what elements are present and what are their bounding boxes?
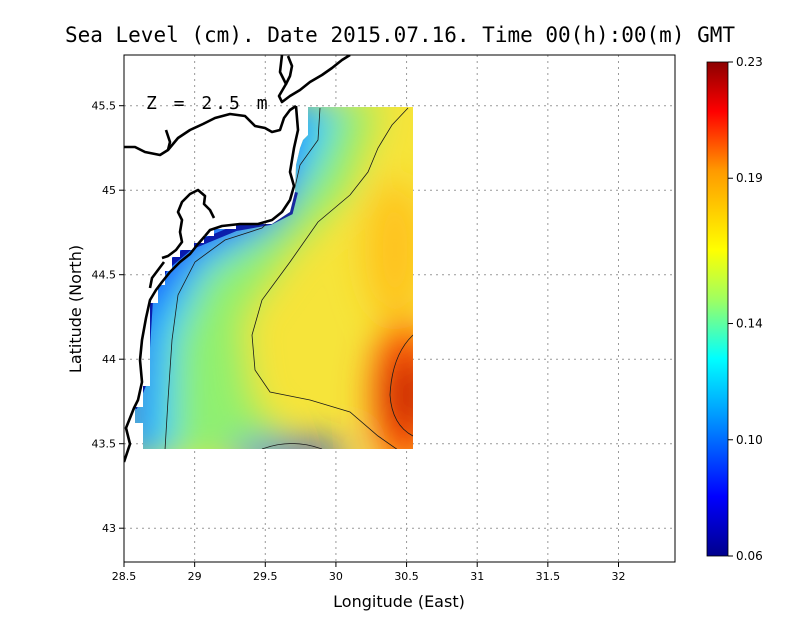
plot-area: Z = 2.5 m [123,54,676,563]
field-east-peak [392,355,413,435]
x-axis-ticks: 28.5 29 29.5 30 30.5 31 31.5 32 [112,562,625,583]
y-tick-label: 45 [102,184,116,197]
contour-line-4 [261,443,323,449]
plot-frame [123,54,676,563]
field-green-band [172,107,380,449]
coastline-cape-kaliakra [148,261,166,289]
x-tick-label: 30.5 [394,570,419,583]
coastline-lagoon-inlet [164,129,172,151]
x-tick-label: 30 [329,570,343,583]
colorbar: 0.23 0.19 0.14 0.10 0.06 [706,55,763,563]
y-axis-label: Latitude (North) [66,245,85,373]
colorbar-tick-label: 0.19 [736,171,763,185]
coastline-ukraine-north [277,55,351,104]
colorbar-tick-label: 0.23 [736,55,763,69]
x-tick-label: 31 [470,570,484,583]
colorbar-ticks: 0.23 0.19 0.14 0.10 0.06 [728,55,763,563]
x-tick-label: 29 [188,570,202,583]
contour-line-3 [389,334,413,437]
contour-line-2 [251,107,409,449]
contour-line-1 [164,107,321,449]
colorbar-frame [706,61,729,557]
colorbar-tick-label: 0.06 [736,549,763,563]
coastline-romania-shore [204,105,300,237]
coastline-bulgaria-shore [124,235,206,463]
coastline-dnieper-estuary [284,55,294,85]
y-tick-label: 43 [102,522,116,535]
y-axis-ticks: 43 43.5 44 44.5 45 45.5 [92,100,124,535]
y-tick-label: 45.5 [92,100,117,113]
colorbar-tick-label: 0.10 [736,433,763,447]
x-tick-label: 32 [611,570,625,583]
coastline [124,55,351,463]
y-tick-label: 44.5 [92,269,117,282]
x-tick-label: 29.5 [253,570,278,583]
field-east-orange [365,180,413,320]
colorbar-bar [707,62,728,556]
colorbar-tick-label: 0.14 [736,317,763,331]
coastline-razim-lagoon [161,188,216,260]
y-tick-label: 43.5 [92,438,117,451]
contour-lines [164,107,413,449]
x-tick-label: 28.5 [112,570,137,583]
y-tick-label: 44 [102,353,116,366]
map-title: Sea Level (cm). Date 2015.07.16. Time 00… [65,23,735,47]
x-tick-label: 31.5 [536,570,561,583]
coastline-danube-delta [124,104,297,157]
x-axis-label: Longitude (East) [333,592,465,611]
depth-label: Z = 2.5 m [146,93,271,114]
